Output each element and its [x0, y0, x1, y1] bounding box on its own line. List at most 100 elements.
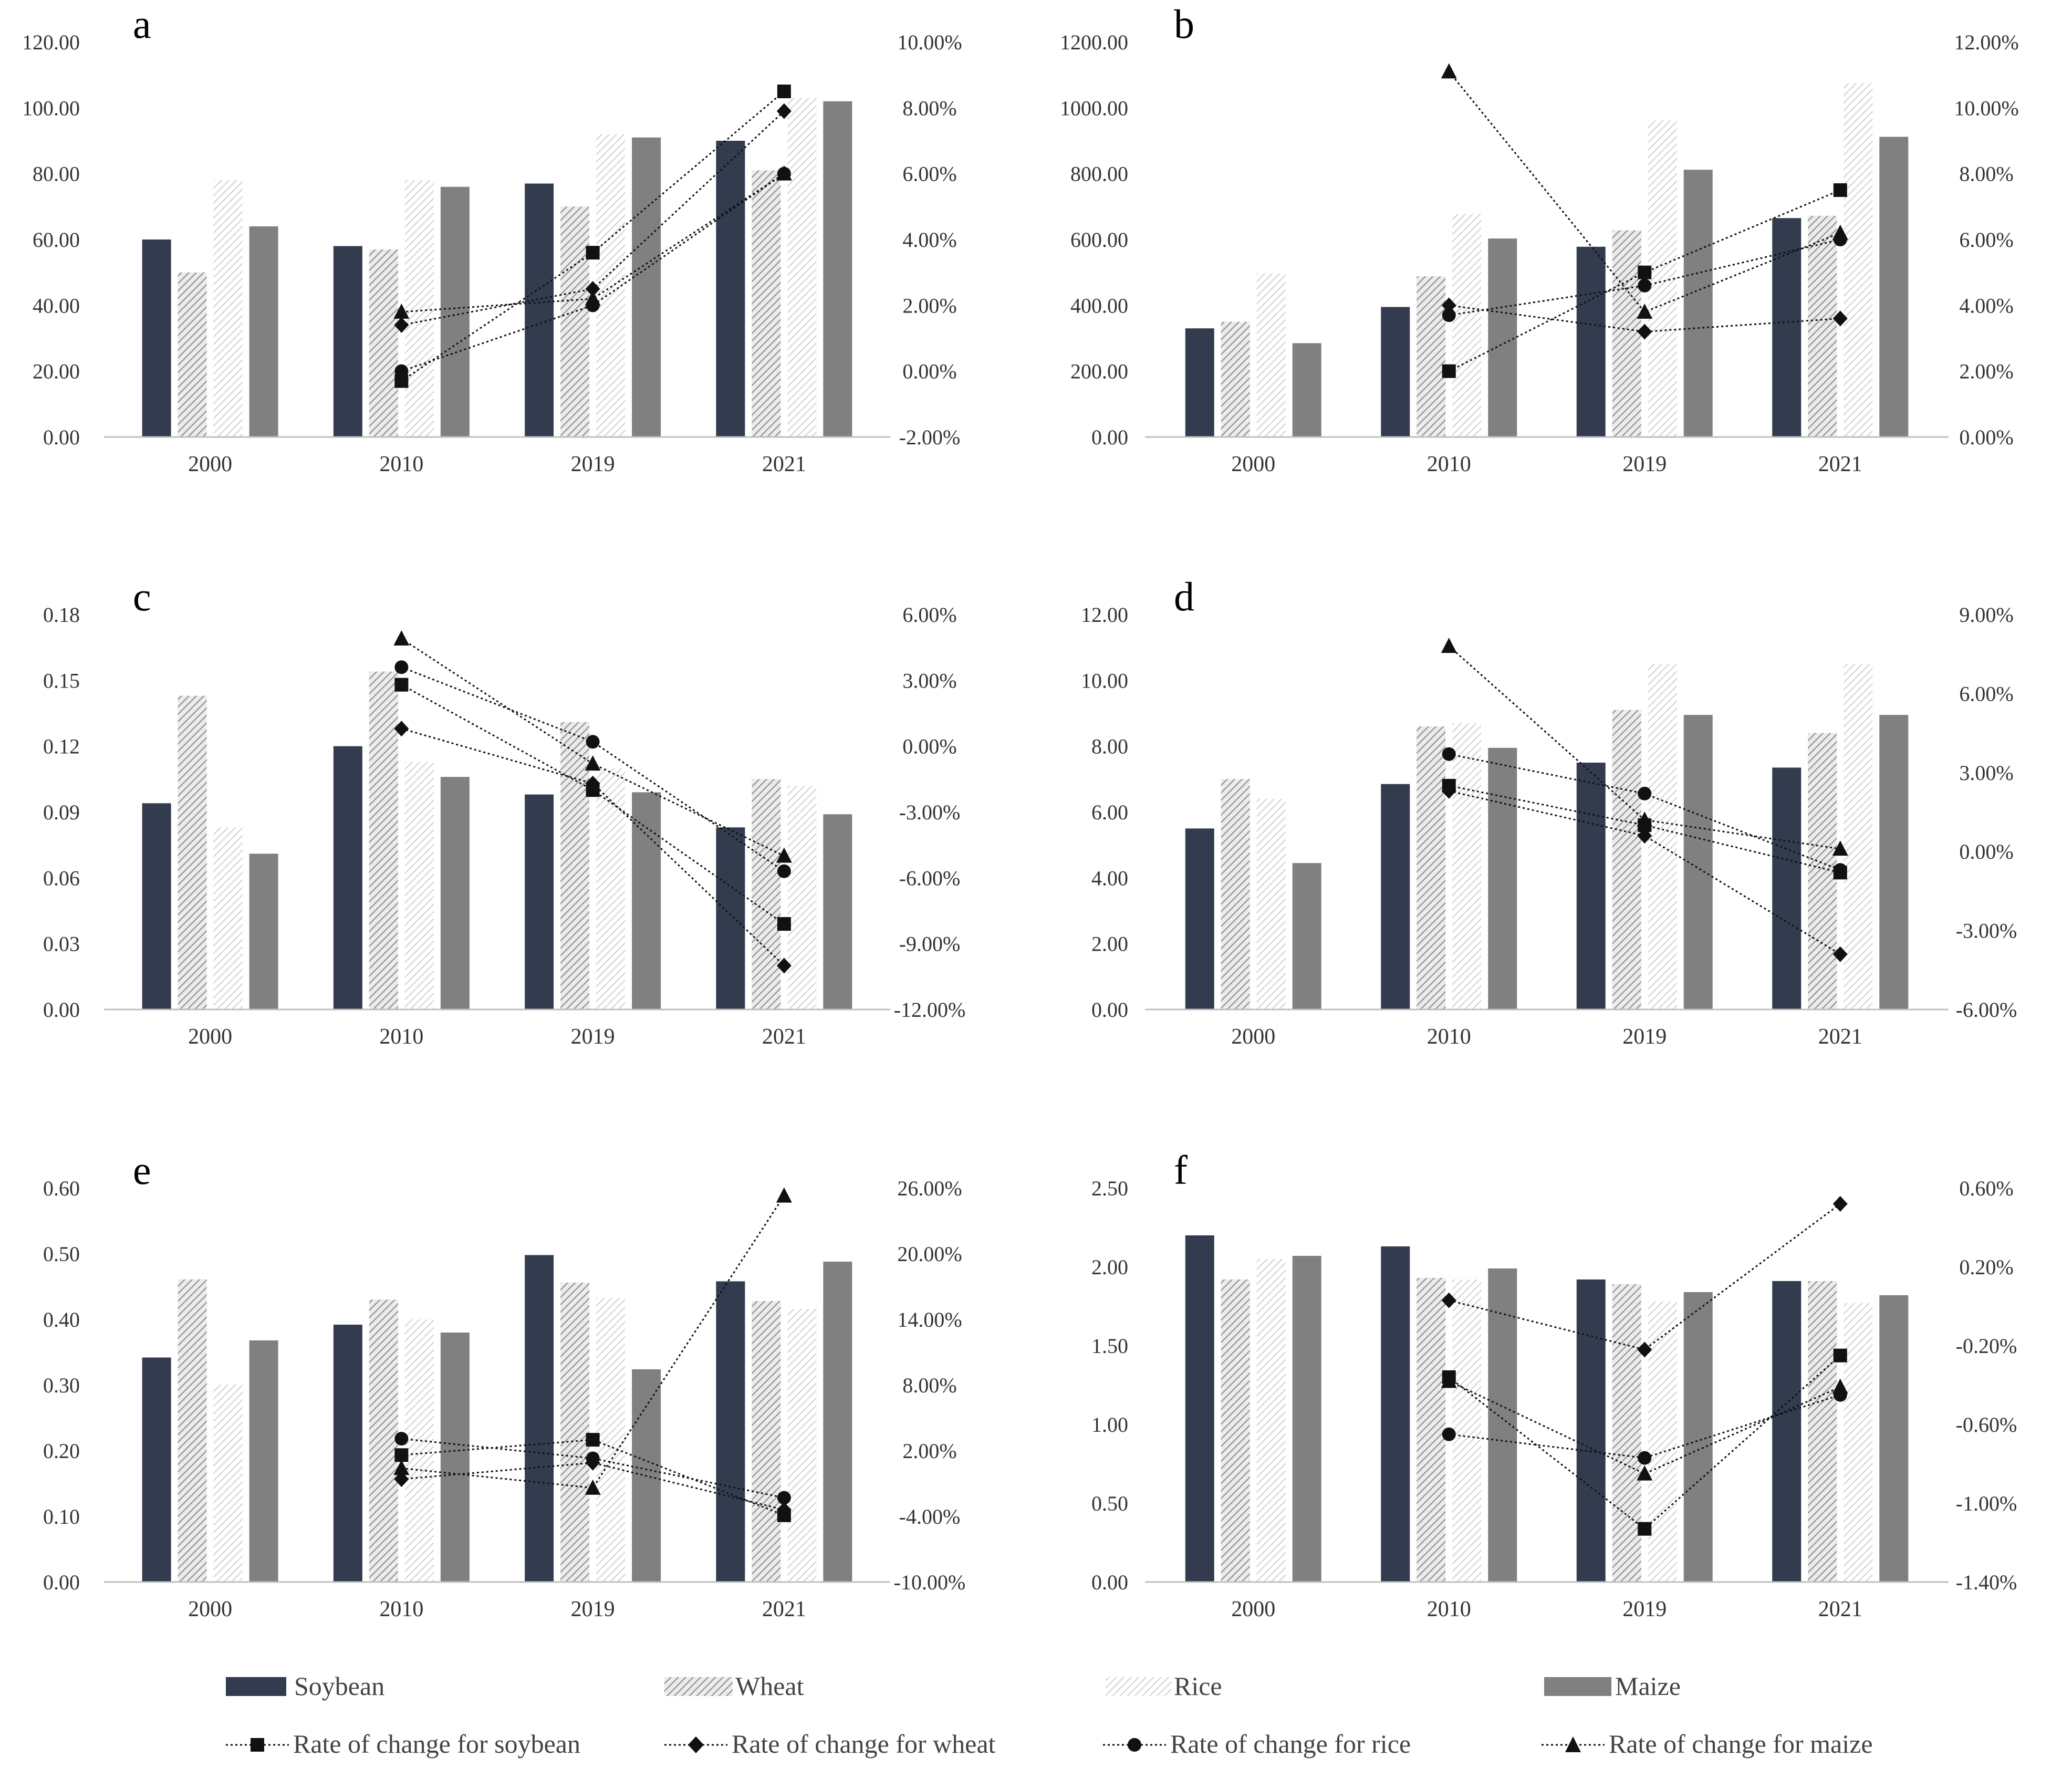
bar-soybean-2000	[1185, 1235, 1214, 1582]
left-axis-tick-label: 200.00	[1070, 360, 1128, 383]
bar-rice-2019	[1648, 120, 1677, 437]
bar-rice-2021	[787, 785, 817, 1010]
line-rice	[401, 173, 785, 372]
x-axis-tick-label: 2021	[1818, 1025, 1862, 1049]
line-wheat	[401, 1462, 785, 1511]
x-axis-tick-label: 2021	[1818, 1597, 1862, 1621]
point-maize-2010	[393, 1460, 410, 1475]
bar-wheat-2000	[1221, 321, 1250, 437]
chart-panel-f: f 0.00 0.50 1.00 1.50 2.00 2.50 -1.40% -1.00% -0.…	[1091, 1147, 2017, 1621]
x-axis-tick-label: 2000	[188, 1025, 232, 1049]
legend-item-wheat: Wheat	[664, 1671, 804, 1701]
right-axis-tick-label: 4.00%	[1959, 294, 2013, 317]
point-rice-2019	[1638, 786, 1652, 800]
point-rice-2010	[1442, 308, 1456, 322]
line-rice	[1449, 238, 1841, 316]
chart-panel-d: d 0.00 2.00 4.00 6.00 8.00 10.00 12.00 -6.00% -3.…	[1081, 574, 2017, 1049]
bar-maize-2010	[440, 186, 470, 437]
x-axis-tick-label: 2021	[762, 1025, 806, 1049]
legend-label-wheat: Wheat	[735, 1671, 804, 1701]
left-axis-tick-label: 0.12	[43, 735, 80, 758]
right-axis-tick-label: 2.00%	[902, 294, 956, 317]
x-axis-tick-label: 2000	[1231, 1025, 1275, 1049]
right-axis-tick-label: 0.00%	[902, 360, 956, 383]
right-axis-tick-label: 6.00%	[902, 603, 956, 627]
bar-wheat-2021	[752, 779, 781, 1010]
bar-soybean-2010	[1381, 1246, 1410, 1582]
point-soybean-2019	[1638, 1522, 1652, 1536]
right-axis-tick-label: 4.00%	[902, 228, 956, 252]
x-axis-tick-label: 2010	[379, 452, 423, 476]
left-axis-tick-label: 1000.00	[1060, 96, 1128, 120]
left-axis-tick-label: 800.00	[1070, 162, 1128, 186]
point-wheat-2010	[1441, 1292, 1456, 1308]
x-axis-tick-label: 2000	[1231, 452, 1275, 476]
left-axis-tick-label: 1200.00	[1060, 30, 1128, 54]
x-axis-tick-label: 2000	[1231, 1597, 1275, 1621]
right-axis-tick-label: 6.00%	[1959, 228, 2013, 252]
left-axis-tick-label: 0.15	[43, 669, 80, 692]
left-axis-tick-label: 100.00	[22, 96, 80, 120]
left-axis-tick-label: 0.18	[43, 603, 80, 627]
point-soybean-2021	[1833, 1348, 1847, 1362]
legend-label-maize: Maize	[1615, 1671, 1681, 1701]
left-axis-tick-label: 0.20	[43, 1439, 80, 1463]
right-axis-tick-label: 0.20%	[1959, 1255, 2013, 1279]
bar-rice-2021	[787, 98, 817, 438]
left-axis-tick-label: 400.00	[1070, 294, 1128, 317]
right-axis-tick-label: 6.00%	[902, 162, 956, 186]
bar-rice-2000	[213, 180, 243, 437]
right-axis-tick-label: 8.00%	[1959, 162, 2013, 186]
bar-wheat-2019	[560, 1283, 590, 1582]
bar-wheat-2010	[369, 249, 398, 437]
line-soybean	[401, 90, 785, 382]
legend-item-soybean: Soybean	[226, 1671, 384, 1701]
point-rice-2021	[1833, 863, 1847, 877]
chart-panel-c: c 0.00 0.03 0.06 0.09 0.12 0.15 0.18 -12.00% -9.0…	[43, 574, 965, 1049]
bar-wheat-2019	[1612, 1284, 1641, 1582]
point-maize-2010	[393, 630, 410, 646]
bar-rice-2000	[213, 827, 243, 1010]
line-wheat	[1449, 1203, 1841, 1351]
bar-maize-2019	[632, 792, 661, 1010]
x-axis-tick-label: 2010	[379, 1025, 423, 1049]
x-axis-tick-label: 2000	[188, 1597, 232, 1621]
bar-rice-2019	[1648, 664, 1677, 1010]
point-maize-2021	[776, 847, 792, 863]
left-axis-tick-label: 0.03	[43, 932, 80, 956]
legend-line-label-rice: Rate of change for rice	[1170, 1729, 1411, 1758]
bar-rice-2010	[1452, 1279, 1482, 1582]
bar-wheat-2000	[178, 272, 207, 437]
right-axis-tick-label: -10.00%	[894, 1570, 966, 1594]
point-maize-2019	[585, 290, 601, 306]
point-soybean-2019	[1638, 265, 1652, 279]
point-wheat-2021	[1832, 310, 1848, 327]
right-axis-tick-label: -6.00%	[899, 866, 961, 890]
right-axis-tick-label: 6.00%	[1959, 682, 2013, 705]
bar-wheat-2000	[178, 695, 207, 1010]
right-axis-tick-label: 8.00%	[902, 1373, 956, 1397]
right-axis-tick-label: 2.00%	[1959, 360, 2013, 383]
bar-maize-2000	[249, 226, 278, 437]
bar-maize-2021	[823, 101, 852, 438]
line-rice	[401, 1438, 785, 1499]
point-rice-2019	[1638, 278, 1652, 293]
left-axis-tick-label: 1.50	[1091, 1334, 1128, 1358]
right-axis-tick-label: 2.00%	[902, 1439, 956, 1463]
point-soybean-2010	[1442, 364, 1456, 378]
bar-rice-2010	[404, 1319, 434, 1582]
point-wheat-2010	[394, 317, 409, 333]
panel-label: c	[133, 574, 151, 619]
panel-label: d	[1174, 574, 1194, 619]
point-wheat-2010	[394, 1471, 409, 1487]
bar-wheat-2010	[369, 671, 398, 1010]
point-soybean-2019	[586, 246, 600, 260]
bar-maize-2010	[1488, 238, 1517, 437]
bar-wheat-2019	[560, 206, 590, 437]
left-axis-tick-label: 0.06	[43, 866, 80, 890]
point-wheat-2021	[776, 103, 792, 119]
point-maize-2021	[1832, 224, 1848, 240]
bar-wheat-2000	[178, 1279, 207, 1582]
bar-soybean-2019	[1576, 246, 1606, 437]
